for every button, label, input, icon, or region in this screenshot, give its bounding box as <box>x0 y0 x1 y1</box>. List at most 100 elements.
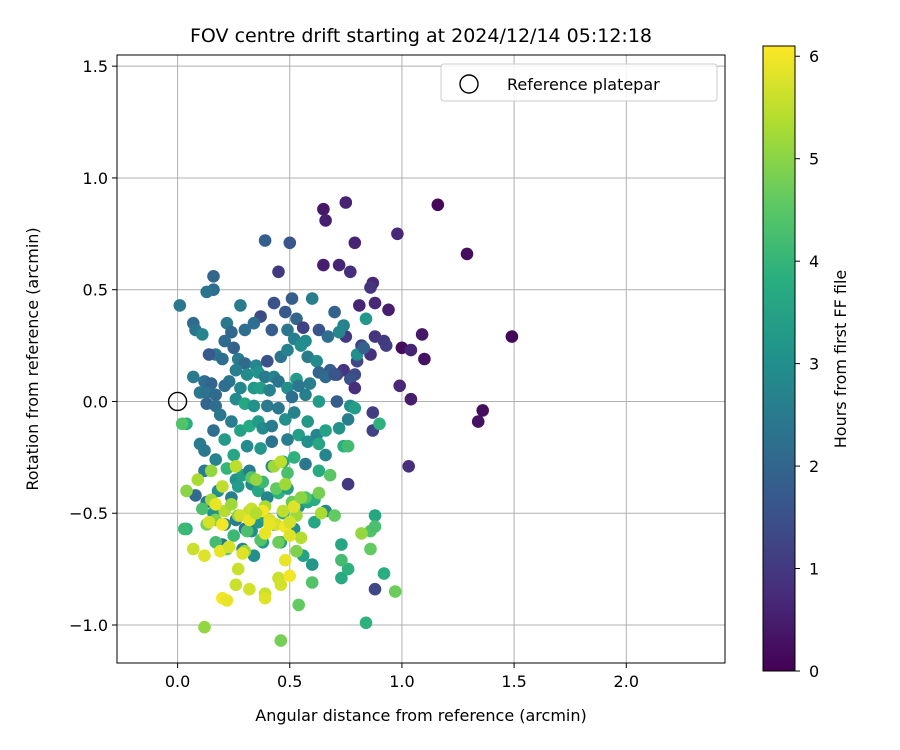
data-point <box>292 598 306 612</box>
data-point <box>173 299 187 312</box>
data-point <box>198 549 211 562</box>
data-point <box>279 305 292 319</box>
data-point <box>281 323 294 337</box>
data-point <box>305 292 319 305</box>
data-point <box>368 582 382 596</box>
data-point <box>225 325 238 339</box>
data-point <box>281 433 294 446</box>
data-point <box>279 553 292 567</box>
data-point <box>191 473 205 487</box>
data-point <box>227 448 240 462</box>
data-point <box>359 312 373 326</box>
data-point <box>294 339 308 352</box>
data-point <box>328 509 341 522</box>
data-point <box>341 477 355 491</box>
data-point <box>285 390 299 404</box>
data-point <box>312 437 326 451</box>
data-point <box>319 214 332 227</box>
data-point <box>243 582 256 596</box>
colorbar-tick-label: 2 <box>809 457 819 476</box>
data-point <box>353 299 366 312</box>
colorbar-tick-label: 3 <box>809 355 819 374</box>
data-point <box>218 433 231 446</box>
data-point <box>258 370 272 384</box>
data-point <box>283 569 297 583</box>
data-point <box>431 198 445 212</box>
x-axis-ticks: 0.0 0.5 1.0 1.5 2.0 <box>165 663 639 691</box>
data-point <box>283 236 297 250</box>
data-point <box>198 444 211 457</box>
y-tick-label: −1.0 <box>69 616 108 635</box>
data-point <box>281 466 294 480</box>
data-point <box>196 502 209 516</box>
data-point <box>335 553 348 567</box>
data-point <box>187 370 200 384</box>
data-point <box>312 464 326 478</box>
data-point <box>198 620 211 634</box>
data-point <box>274 578 288 592</box>
data-point <box>209 453 222 466</box>
data-point <box>265 323 279 337</box>
data-point <box>364 542 377 556</box>
data-point <box>272 375 285 388</box>
data-point <box>234 381 247 395</box>
data-point <box>328 305 341 319</box>
data-point <box>187 542 200 556</box>
data-point <box>476 404 490 417</box>
data-point <box>292 379 306 393</box>
data-point <box>290 312 303 326</box>
legend-box <box>440 63 718 102</box>
data-point <box>290 544 303 558</box>
data-point <box>402 460 416 473</box>
data-point <box>292 428 306 442</box>
data-point <box>418 352 431 366</box>
data-point <box>274 634 288 647</box>
x-tick-label: 1.0 <box>389 672 414 691</box>
colorbar-label: Hours from first FF file <box>831 270 850 449</box>
data-point <box>330 395 344 408</box>
data-point <box>180 484 193 498</box>
data-point <box>332 258 346 272</box>
colorbar-tick-label: 5 <box>809 150 819 169</box>
y-tick-label: 1.0 <box>83 169 108 188</box>
data-point <box>216 518 229 531</box>
colorbar-tick-label: 4 <box>809 252 819 271</box>
data-point <box>368 520 382 533</box>
data-point <box>368 296 382 310</box>
data-point <box>335 571 348 585</box>
data-point <box>460 247 474 261</box>
data-point <box>229 363 243 377</box>
data-point <box>505 330 519 343</box>
y-tick-label: 1.5 <box>83 57 108 76</box>
data-point <box>341 562 355 576</box>
data-point <box>287 406 301 419</box>
data-point <box>339 196 353 209</box>
data-point <box>305 558 319 571</box>
data-point <box>178 522 191 536</box>
data-point <box>240 368 254 381</box>
data-point <box>218 334 231 348</box>
plot-frame <box>116 54 726 664</box>
data-point <box>299 388 312 402</box>
colorbar: 0 1 2 3 4 5 6 Hours from first FF file <box>762 45 850 681</box>
data-point <box>229 578 243 592</box>
y-axis-ticks: −1.0 −0.5 0.0 0.5 1.0 1.5 <box>69 57 117 635</box>
data-point <box>294 491 308 504</box>
data-point <box>234 299 247 312</box>
data-point <box>225 415 238 428</box>
data-point <box>258 527 272 540</box>
data-point <box>373 417 386 431</box>
data-point <box>276 504 290 518</box>
data-point <box>382 303 395 317</box>
data-point <box>240 439 254 453</box>
data-point <box>196 328 209 341</box>
data-point <box>319 424 332 437</box>
data-point <box>175 417 189 431</box>
data-point <box>225 498 238 511</box>
data-point <box>267 296 281 310</box>
data-point <box>281 343 294 357</box>
data-point <box>321 330 335 343</box>
data-point <box>368 509 382 522</box>
data-point <box>317 258 330 272</box>
legend-entry-reference: Reference platepar <box>507 75 660 94</box>
